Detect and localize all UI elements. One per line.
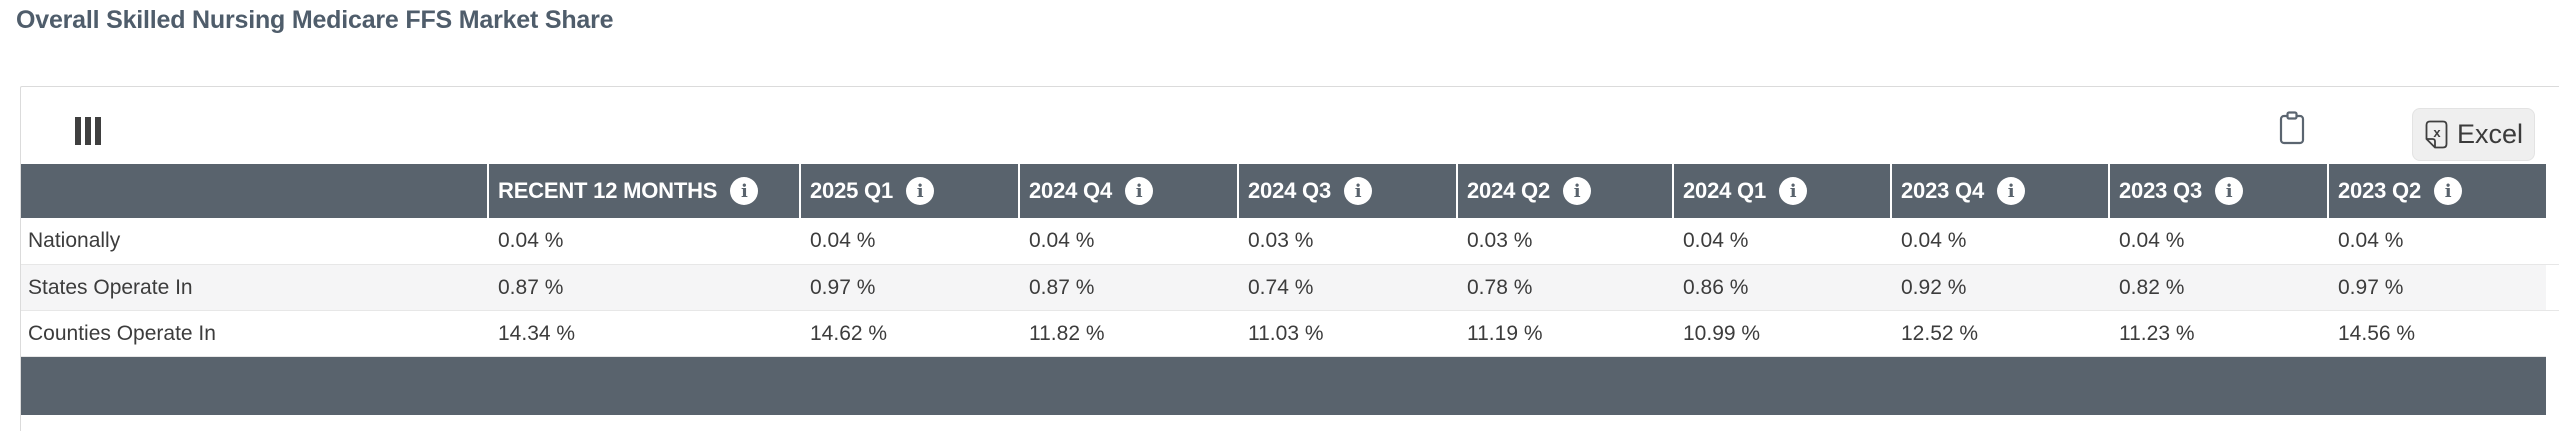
row-label-header bbox=[21, 164, 487, 218]
row-spacer bbox=[2546, 264, 2559, 310]
value-cell: 0.78 % bbox=[1456, 264, 1672, 310]
grip-bar bbox=[75, 117, 81, 145]
value-cell: 10.99 % bbox=[1672, 310, 1890, 356]
value-cell: 11.23 % bbox=[2108, 310, 2327, 356]
market-share-table: RECENT 12 MONTHS i 2025 Q1 i 2024 Q4 i 2024… bbox=[21, 164, 2559, 415]
column-header: 2024 Q2 i bbox=[1456, 164, 1672, 218]
info-icon[interactable]: i bbox=[730, 177, 759, 205]
footer-spacer bbox=[2546, 356, 2559, 415]
column-header: 2024 Q4 i bbox=[1018, 164, 1237, 218]
column-header: 2023 Q3 i bbox=[2108, 164, 2327, 218]
value-cell: 0.04 % bbox=[2119, 229, 2185, 252]
value-cell: 11.82 % bbox=[1018, 310, 1237, 356]
info-icon[interactable]: i bbox=[2434, 177, 2463, 205]
table-row: Nationally 0.04 % 0.04 % 0.04 % 0.03 % 0… bbox=[21, 218, 2559, 264]
row-spacer bbox=[2546, 218, 2559, 264]
info-icon[interactable]: i bbox=[906, 177, 935, 205]
value-cell: 0.04 % bbox=[498, 229, 564, 252]
info-icon[interactable]: i bbox=[1344, 177, 1373, 205]
column-header: 2023 Q2 i bbox=[2327, 164, 2546, 218]
column-header: RECENT 12 MONTHS i bbox=[487, 164, 799, 218]
info-icon[interactable]: i bbox=[1997, 177, 2026, 205]
row-spacer bbox=[2546, 310, 2559, 356]
value-cell: 0.97 % bbox=[2327, 264, 2546, 310]
column-header: 2023 Q4 i bbox=[1890, 164, 2108, 218]
info-icon[interactable]: i bbox=[2215, 177, 2244, 205]
table-header-row: RECENT 12 MONTHS i 2025 Q1 i 2024 Q4 i 2024… bbox=[21, 164, 2559, 218]
table-row: Counties Operate In 14.34 % 14.62 % 11.8… bbox=[21, 310, 2559, 356]
info-icon[interactable]: i bbox=[1779, 177, 1808, 205]
grip-bar bbox=[95, 117, 101, 145]
value-cell: 11.19 % bbox=[1456, 310, 1672, 356]
table-row: States Operate In 0.87 % 0.97 % 0.87 % 0… bbox=[21, 264, 2559, 310]
value-cell: 14.34 % bbox=[487, 310, 799, 356]
value-cell: 0.97 % bbox=[799, 264, 1018, 310]
column-header: 2025 Q1 i bbox=[799, 164, 1018, 218]
excel-file-icon: x bbox=[2425, 120, 2448, 149]
value-cell: 0.03 % bbox=[1467, 229, 1533, 252]
value-cell: 14.56 % bbox=[2327, 310, 2546, 356]
value-cell: 0.74 % bbox=[1237, 264, 1456, 310]
copy-to-clipboard-icon[interactable] bbox=[2279, 111, 2305, 145]
value-cell: 0.87 % bbox=[1018, 264, 1237, 310]
value-cell: 0.04 % bbox=[2338, 229, 2404, 252]
row-label: Nationally bbox=[28, 229, 121, 252]
value-cell: 14.62 % bbox=[799, 310, 1018, 356]
grip-columns-icon[interactable] bbox=[75, 117, 101, 145]
table-footer-row bbox=[21, 356, 2559, 415]
svg-text:x: x bbox=[2433, 125, 2441, 140]
row-label: States Operate In bbox=[21, 264, 487, 310]
info-icon[interactable]: i bbox=[1563, 177, 1592, 205]
page-title: Overall Skilled Nursing Medicare FFS Mar… bbox=[16, 6, 614, 34]
value-cell: 12.52 % bbox=[1890, 310, 2108, 356]
value-cell: 0.04 % bbox=[1683, 229, 1749, 252]
value-cell: 0.03 % bbox=[1248, 229, 1314, 252]
export-excel-label: Excel bbox=[2456, 119, 2524, 149]
value-cell: 0.87 % bbox=[487, 264, 799, 310]
value-cell: 0.04 % bbox=[1029, 229, 1095, 252]
market-share-panel: x Excel RECENT 12 MONTHS i 2025 Q1 i bbox=[20, 86, 2559, 431]
clipboard-icon bbox=[2279, 111, 2305, 145]
value-cell: 0.92 % bbox=[1890, 264, 2108, 310]
grip-bar bbox=[85, 117, 91, 145]
value-cell: 0.04 % bbox=[810, 229, 876, 252]
column-header: 2024 Q3 i bbox=[1237, 164, 1456, 218]
info-icon[interactable]: i bbox=[1125, 177, 1154, 205]
header-spacer bbox=[2546, 164, 2559, 218]
table-footer-bar bbox=[21, 356, 2546, 415]
value-cell: 0.82 % bbox=[2108, 264, 2327, 310]
row-label: Counties Operate In bbox=[21, 310, 487, 356]
column-header: 2024 Q1 i bbox=[1672, 164, 1890, 218]
value-cell: 11.03 % bbox=[1237, 310, 1456, 356]
value-cell: 0.04 % bbox=[1901, 229, 1967, 252]
export-excel-button[interactable]: x Excel bbox=[2412, 108, 2535, 161]
value-cell: 0.86 % bbox=[1672, 264, 1890, 310]
